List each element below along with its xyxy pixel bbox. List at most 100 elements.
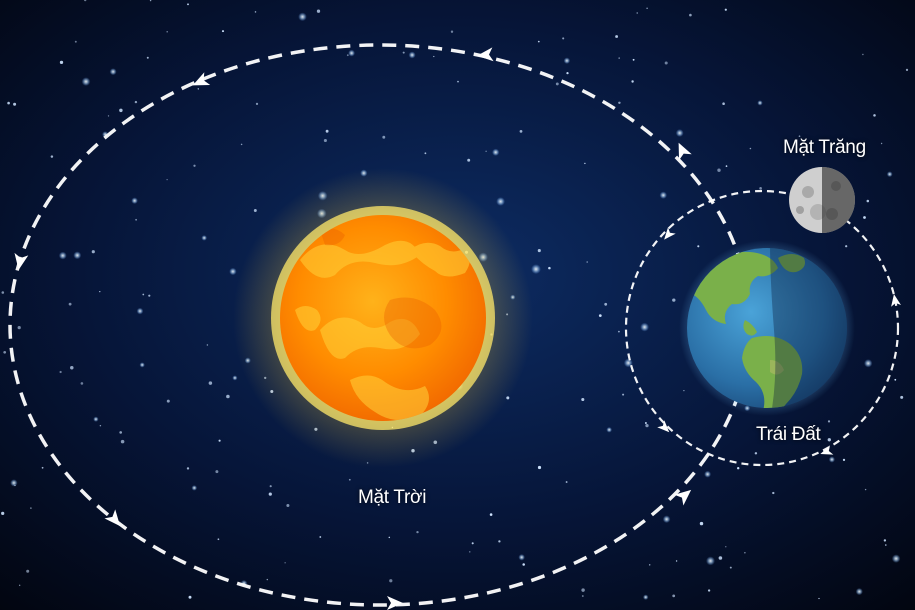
star [408, 51, 416, 59]
star [19, 584, 21, 586]
star [662, 515, 671, 524]
star [894, 378, 897, 381]
star [722, 102, 725, 105]
star [348, 478, 351, 481]
star [636, 12, 638, 14]
orbit-direction-arrow-icon [820, 445, 834, 455]
star [519, 130, 523, 133]
star [863, 216, 866, 219]
star [845, 245, 848, 248]
star [584, 162, 586, 165]
star [26, 569, 30, 573]
star [136, 307, 144, 315]
star [149, 0, 152, 2]
star [7, 101, 10, 105]
orbit-direction-arrow-icon [891, 294, 901, 307]
star [1, 511, 5, 516]
star [683, 389, 685, 392]
star [581, 397, 585, 402]
star [119, 108, 123, 113]
orbit-direction-arrow-icon [678, 142, 692, 161]
star [862, 53, 864, 56]
star [388, 536, 391, 539]
star [604, 302, 608, 306]
orbit-direction-arrow-icon [657, 420, 670, 433]
star [187, 3, 189, 6]
star [1, 291, 5, 294]
star [659, 191, 668, 199]
star [14, 484, 16, 487]
star [266, 578, 269, 581]
orbit-direction-arrow-icon [674, 489, 692, 506]
star [565, 481, 568, 483]
star [469, 551, 471, 553]
star [640, 322, 650, 332]
star [382, 135, 386, 139]
star [496, 197, 506, 206]
star [84, 0, 87, 2]
star [253, 209, 257, 212]
star [99, 424, 102, 427]
star [648, 564, 651, 566]
star [891, 554, 901, 563]
star [675, 129, 684, 137]
star [93, 416, 99, 422]
star [221, 30, 225, 33]
star [348, 49, 356, 57]
star [217, 538, 220, 541]
star [58, 251, 67, 260]
star [864, 359, 873, 368]
star [548, 266, 551, 270]
star [68, 302, 72, 306]
star [623, 358, 633, 368]
star [41, 466, 44, 469]
star [586, 261, 588, 263]
star [818, 597, 820, 600]
star [886, 171, 893, 178]
star [537, 40, 540, 43]
star [672, 298, 676, 302]
star [80, 382, 84, 385]
star [759, 186, 762, 190]
star [166, 399, 170, 403]
star [255, 102, 259, 106]
star [146, 56, 149, 59]
star [646, 7, 648, 9]
star [148, 294, 151, 297]
star [134, 100, 138, 104]
star [884, 544, 887, 546]
moon-orbit-arrows [657, 227, 901, 455]
star [193, 164, 196, 167]
star [489, 513, 493, 516]
star [744, 552, 746, 554]
star [754, 452, 758, 455]
star [206, 344, 209, 346]
star [518, 554, 525, 561]
star [59, 60, 64, 65]
star [208, 381, 213, 385]
star [555, 82, 559, 86]
star [749, 147, 752, 150]
star [736, 466, 740, 470]
star [471, 542, 474, 545]
sun-label: Mặt Trời [358, 487, 427, 508]
star [581, 588, 585, 592]
star [615, 35, 619, 38]
star [346, 54, 349, 57]
star [772, 491, 775, 495]
star [485, 150, 487, 152]
orbit-direction-arrow-icon [104, 509, 121, 527]
earth-orbit-arrows [14, 47, 692, 610]
moon-label: Mặt Trăng [783, 137, 866, 158]
star [450, 30, 454, 33]
star [70, 366, 74, 370]
earth-label: Trái Đất [756, 424, 821, 445]
star [402, 51, 405, 54]
star [3, 350, 7, 354]
star [704, 470, 712, 478]
sun-icon [233, 168, 533, 468]
star [531, 264, 541, 275]
star [725, 546, 727, 548]
star [675, 560, 678, 562]
